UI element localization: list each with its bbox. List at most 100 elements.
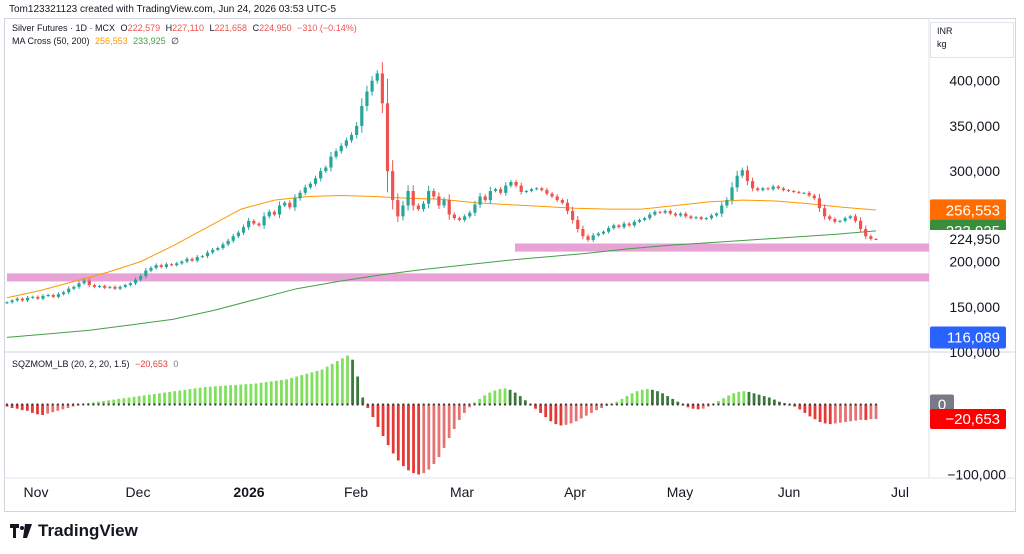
squeeze-dot (646, 403, 649, 406)
momentum-bar (772, 399, 776, 405)
candle-body (817, 198, 822, 209)
momentum-bar (300, 375, 304, 405)
squeeze-dot (341, 403, 344, 406)
price-label-text: 116,089 (947, 329, 1000, 346)
candle-body (781, 188, 786, 191)
momentum-bar (290, 377, 293, 405)
squeeze-dot (41, 403, 44, 406)
momentum-bar (574, 404, 578, 422)
squeeze-dot (336, 403, 339, 406)
momentum-bar (361, 397, 365, 405)
squeeze-dot (737, 403, 740, 406)
squeeze-dot (503, 403, 507, 406)
last-price-text: 224,950 (949, 231, 1000, 247)
candle-body (529, 189, 534, 192)
momentum-bar (457, 404, 461, 420)
candle-body (133, 279, 138, 284)
squeeze-dot (575, 403, 578, 406)
candle-body (108, 286, 112, 288)
candle-body (283, 202, 287, 206)
candle-body (858, 220, 863, 230)
squeeze-dot (244, 403, 247, 406)
squeeze-dot (366, 403, 369, 406)
momentum-bar (401, 404, 405, 467)
candle-body (401, 205, 405, 217)
squeeze-dot (524, 403, 527, 406)
candle-body (571, 210, 575, 220)
momentum-bar (417, 404, 421, 475)
momentum-bar (778, 401, 781, 405)
squeeze-dot (10, 403, 14, 406)
momentum-bar (656, 391, 659, 405)
momentum-bar (249, 383, 253, 405)
ma-fast-line (6, 194, 877, 299)
squeeze-dot (697, 403, 700, 406)
momentum-bar (132, 396, 136, 405)
momentum-bar (844, 404, 847, 422)
candle-body (200, 256, 204, 258)
momentum-bar (584, 404, 588, 416)
candle-body (72, 286, 76, 289)
squeeze-dot (351, 403, 354, 406)
ohlc-change: −310 (−0.14%) (297, 23, 357, 33)
time-tick-label: Apr (564, 484, 586, 500)
momentum-bar (437, 404, 441, 457)
unit-selector[interactable]: INR kg (930, 22, 1014, 58)
momentum-bar (36, 404, 39, 415)
squeeze-dot (387, 403, 390, 406)
candle-body (457, 218, 462, 220)
momentum-bar (310, 372, 314, 405)
squeeze-dot (458, 403, 461, 406)
candle-body (365, 91, 369, 107)
momentum-bar (97, 401, 100, 405)
candle-body (709, 215, 714, 219)
squeeze-dot (107, 403, 110, 406)
squeeze-dot (56, 403, 59, 406)
candle-body (560, 200, 564, 203)
candle-body (689, 216, 693, 219)
momentum-bar (447, 404, 451, 439)
ohlc-close: C224,950 (252, 23, 292, 33)
squeeze-dot (839, 403, 842, 406)
candle-body (745, 170, 750, 182)
momentum-bar (41, 404, 44, 415)
candle-body (277, 205, 282, 215)
squeeze-dot (300, 403, 303, 406)
momentum-bar (762, 396, 766, 405)
squeeze-dot (590, 403, 593, 406)
squeeze-dot (102, 403, 105, 406)
squeeze-dot (46, 403, 49, 406)
symbol-title[interactable]: Silver Futures · 1D · MCX (12, 23, 116, 33)
ma-name[interactable]: MA Cross (50, 200) (12, 36, 90, 46)
momentum-bar (208, 386, 212, 405)
last-price-box (930, 230, 1006, 249)
squeeze-dot (610, 403, 613, 406)
candle-body (637, 219, 642, 222)
squeeze-dot (82, 403, 85, 406)
candle-body (257, 223, 261, 226)
squeeze-dot (768, 403, 771, 406)
candle-body (56, 294, 61, 297)
momentum-bar (503, 388, 507, 405)
candle-body (154, 265, 158, 268)
momentum-bar (356, 376, 360, 405)
candle-body (226, 240, 230, 245)
squeeze-dot (874, 403, 878, 406)
candle-body (123, 285, 127, 287)
osc-name[interactable]: SQZMOM_LB (20, 2, 20, 1.5) (12, 359, 130, 369)
candle-body (118, 286, 122, 289)
momentum-bar (818, 404, 822, 422)
momentum-bar (813, 404, 817, 420)
momentum-bar (859, 404, 863, 420)
candle-body (391, 171, 395, 201)
squeeze-dot (824, 403, 827, 406)
squeeze-dot (219, 403, 222, 406)
candle-body (673, 213, 678, 216)
squeeze-dot (87, 403, 90, 406)
squeeze-dot (422, 403, 425, 406)
momentum-bar (107, 400, 111, 405)
squeeze-dot (295, 403, 298, 406)
candle-body (756, 188, 760, 191)
ohlc-low: L221,658 (209, 23, 248, 33)
